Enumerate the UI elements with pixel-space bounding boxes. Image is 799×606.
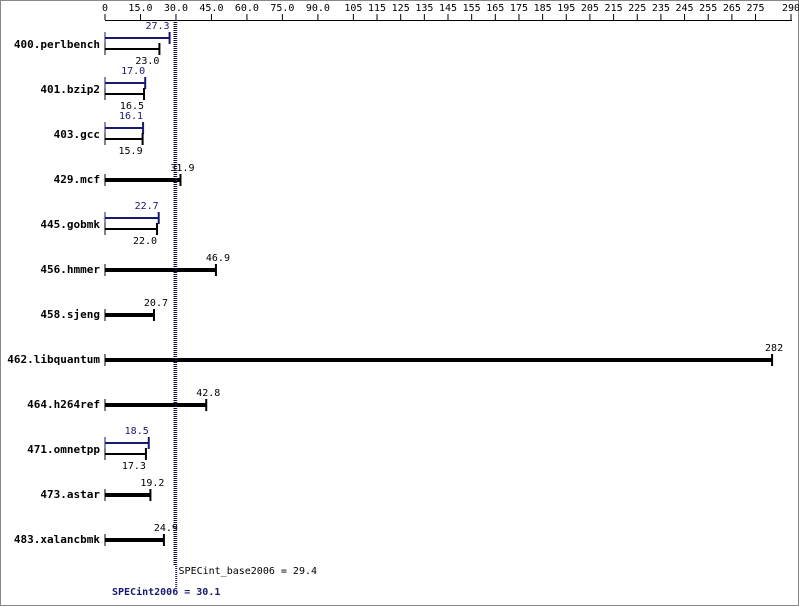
x-tick-label: 205 — [581, 3, 599, 14]
category-label: 471.omnetpp — [27, 443, 100, 456]
value-label: 16.5 — [120, 101, 144, 112]
x-tick-label: 115 — [368, 3, 386, 14]
category-label: 483.xalancbmk — [14, 533, 100, 546]
x-tick-label: 165 — [486, 3, 504, 14]
value-label: 17.0 — [121, 66, 145, 77]
value-label: 24.9 — [154, 523, 178, 534]
x-tick-label: 90.0 — [306, 3, 330, 14]
x-tick-label: 255 — [699, 3, 717, 14]
x-tick-label: 75.0 — [270, 3, 294, 14]
value-label: 42.8 — [196, 388, 220, 399]
x-tick-label: 135 — [415, 3, 433, 14]
category-label: 429.mcf — [54, 173, 100, 186]
category-label: 403.gcc — [54, 128, 100, 141]
value-label: 282 — [765, 343, 783, 354]
category-label: 462.libquantum — [7, 353, 100, 366]
value-label: 16.1 — [119, 111, 143, 122]
x-tick-label: 185 — [534, 3, 552, 14]
value-label: 31.9 — [170, 163, 194, 174]
x-tick-label: 245 — [676, 3, 694, 14]
value-label: 18.5 — [125, 426, 149, 437]
category-label: 464.h264ref — [27, 398, 100, 411]
value-label: 22.7 — [135, 201, 159, 212]
reference-label: SPECint2006 = 30.1 — [112, 586, 220, 598]
x-tick-label: 265 — [723, 3, 741, 14]
x-tick-label: 145 — [439, 3, 457, 14]
x-tick-label: 290 — [782, 3, 799, 14]
value-label: 27.3 — [145, 21, 169, 32]
x-tick-label: 45.0 — [199, 3, 223, 14]
x-tick-label: 30.0 — [164, 3, 188, 14]
x-tick-label: 155 — [463, 3, 481, 14]
value-label: 23.0 — [135, 56, 159, 67]
category-label: 445.gobmk — [40, 218, 100, 231]
x-tick-label: 175 — [510, 3, 528, 14]
x-tick-label: 195 — [557, 3, 575, 14]
value-label: 17.3 — [122, 461, 146, 472]
value-label: 46.9 — [206, 253, 230, 264]
x-tick-label: 225 — [628, 3, 646, 14]
x-tick-label: 215 — [605, 3, 623, 14]
value-label: 20.7 — [144, 298, 168, 309]
x-tick-label: 15.0 — [128, 3, 152, 14]
x-tick-label: 105 — [344, 3, 362, 14]
category-label: 473.astar — [40, 488, 100, 501]
category-label: 458.sjeng — [40, 308, 100, 321]
reference-label: SPECint_base2006 = 29.4 — [179, 566, 317, 577]
category-label: 401.bzip2 — [40, 83, 100, 96]
x-tick-label: 275 — [746, 3, 764, 14]
x-tick-label: 60.0 — [235, 3, 259, 14]
x-tick-label: 125 — [392, 3, 410, 14]
value-label: 15.9 — [119, 146, 143, 157]
x-tick-label: 0 — [102, 3, 108, 14]
value-label: 19.2 — [140, 478, 164, 489]
category-label: 400.perlbench — [14, 38, 100, 51]
value-label: 22.0 — [133, 236, 157, 247]
x-tick-label: 235 — [652, 3, 670, 14]
category-label: 456.hmmer — [40, 263, 100, 276]
